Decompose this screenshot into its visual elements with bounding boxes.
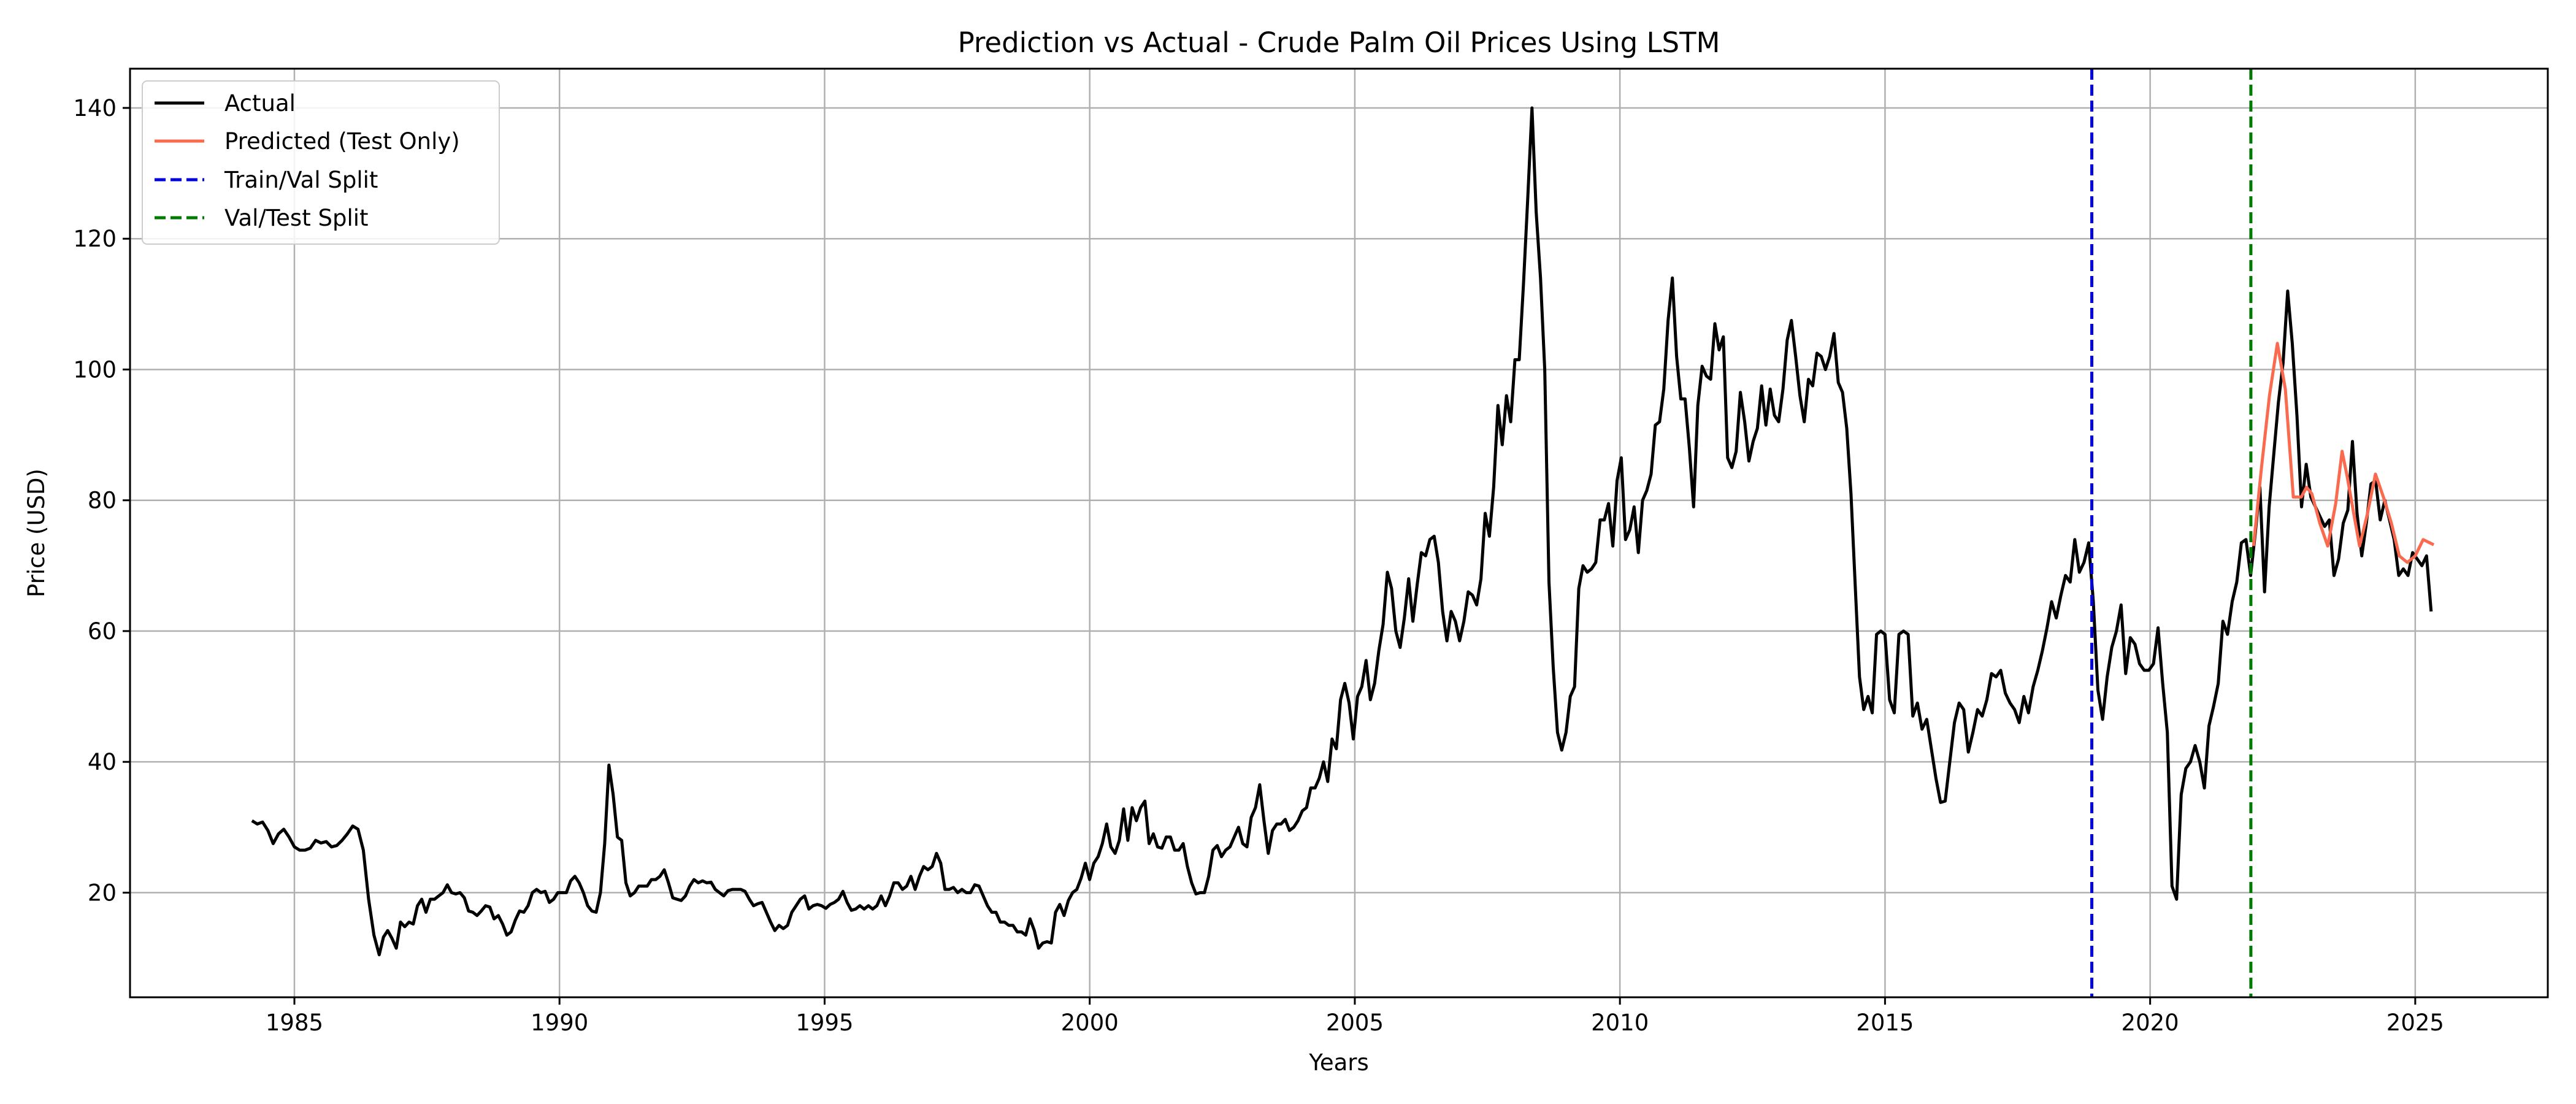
y-tick-label: 120 bbox=[73, 226, 117, 252]
series-actual bbox=[251, 106, 2433, 957]
x-tick-label: 2020 bbox=[2122, 1010, 2179, 1036]
x-ticks: 1985 1990 1995 2000 2005 2010 2015 2020 2025 bbox=[266, 997, 2444, 1036]
actual-line bbox=[251, 106, 2433, 957]
plot-frame bbox=[129, 67, 2549, 999]
y-tick-label: 140 bbox=[73, 95, 117, 121]
y-tick-label: 100 bbox=[73, 356, 117, 383]
x-tick-label: 1995 bbox=[795, 1010, 853, 1036]
y-tick-label: 60 bbox=[88, 618, 117, 645]
x-axis-label: Years bbox=[1308, 1049, 1369, 1076]
legend-label-val-test: Val/Test Split bbox=[224, 205, 369, 231]
x-tick-label: 2025 bbox=[2386, 1010, 2444, 1036]
y-tick-label: 40 bbox=[88, 749, 117, 775]
series-predicted bbox=[2252, 342, 2435, 564]
y-tick-label: 20 bbox=[88, 880, 117, 906]
grid bbox=[130, 69, 2548, 997]
y-axis-label: Price (USD) bbox=[23, 469, 50, 597]
legend: Actual Predicted (Test Only) Train/Val S… bbox=[142, 80, 500, 245]
x-tick-label: 2015 bbox=[1856, 1010, 1914, 1036]
x-tick-label: 2010 bbox=[1591, 1010, 1649, 1036]
x-tick-label: 1985 bbox=[266, 1010, 323, 1036]
x-tick-label: 2000 bbox=[1061, 1010, 1119, 1036]
legend-box bbox=[142, 80, 500, 245]
y-tick-label: 80 bbox=[88, 488, 117, 514]
split-lines bbox=[2090, 69, 2253, 997]
legend-label-actual: Actual bbox=[224, 90, 296, 117]
x-tick-label: 1990 bbox=[531, 1010, 588, 1036]
chart-title: Prediction vs Actual - Crude Palm Oil Pr… bbox=[958, 26, 1720, 59]
y-ticks: 20 40 60 80 100 120 140 bbox=[73, 95, 130, 906]
predicted-line bbox=[2252, 342, 2435, 564]
legend-label-predicted: Predicted (Test Only) bbox=[224, 128, 460, 155]
x-tick-label: 2005 bbox=[1326, 1010, 1384, 1036]
legend-label-train-val: Train/Val Split bbox=[224, 167, 378, 193]
